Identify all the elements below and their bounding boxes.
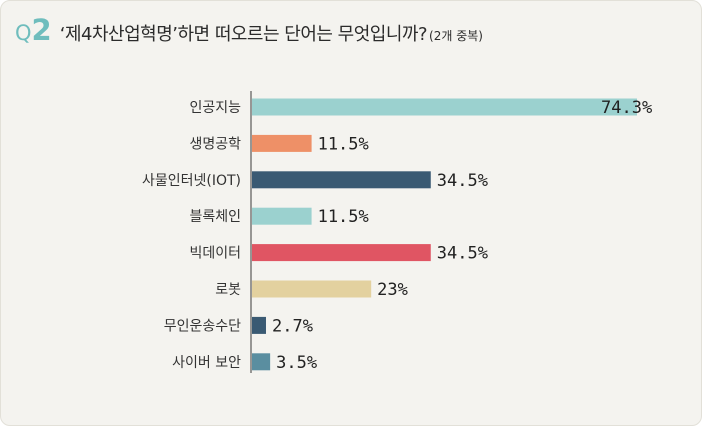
bar <box>252 207 312 225</box>
category-label: 생명공학 <box>189 136 241 152</box>
value-label: 11.5% <box>318 207 369 227</box>
category-label: 인공지능 <box>189 100 241 116</box>
category-label: 사물인터넷(IOT) <box>142 173 241 189</box>
bar <box>252 98 637 116</box>
category-label: 빅데이터 <box>189 246 241 262</box>
bar <box>252 244 431 262</box>
question-note: (2개 중복) <box>429 29 483 43</box>
question-number: 2 <box>31 13 52 47</box>
bar <box>252 171 431 189</box>
value-label: 11.5% <box>318 134 369 154</box>
question-text: ‘제4차산업혁명’하면 떠오르는 단어는 무엇입니까? <box>59 24 428 45</box>
category-label: 블록체인 <box>189 209 241 225</box>
value-label: 34.5% <box>437 244 488 264</box>
question-header: Q2 ‘제4차산업혁명’하면 떠오르는 단어는 무엇입니까? (2개 중복) <box>15 13 483 47</box>
category-label: 무인운송수단 <box>164 318 241 334</box>
value-label: 74.3% <box>601 98 652 118</box>
value-label: 23% <box>377 280 408 300</box>
category-label: 로봇 <box>215 282 241 298</box>
bar <box>252 134 312 152</box>
value-label: 2.7% <box>272 316 313 336</box>
bar <box>252 280 372 298</box>
question-letter: Q <box>15 21 32 45</box>
category-label: 사이버 보안 <box>172 355 241 371</box>
bar <box>252 316 266 334</box>
value-label: 34.5% <box>437 171 488 191</box>
value-label: 3.5% <box>276 353 317 373</box>
bar <box>252 353 271 371</box>
